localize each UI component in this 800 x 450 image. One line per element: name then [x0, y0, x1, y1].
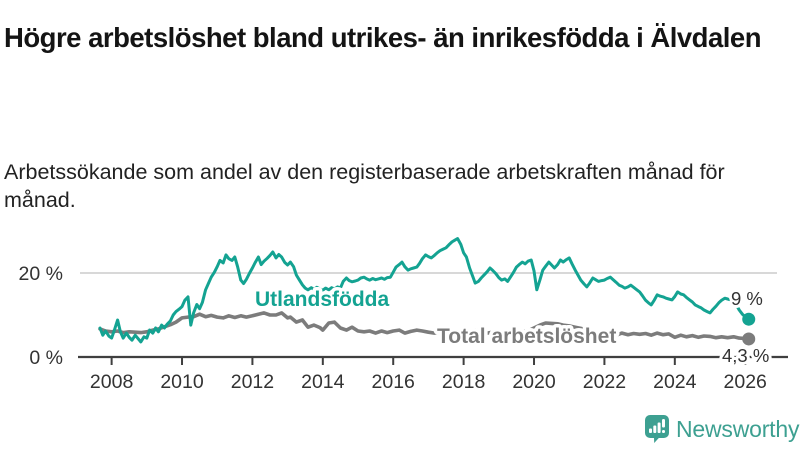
x-axis-tick-label: 2024 [653, 371, 697, 393]
y-axis-label: 0 % [29, 347, 63, 369]
newsworthy-logo-icon [645, 415, 669, 443]
series-end-dot-utlandsfodda [742, 312, 756, 326]
speech-bubble-shape [645, 415, 669, 443]
x-axis-tick-label: 2008 [90, 371, 133, 393]
y-axis-label: 20 % [19, 263, 63, 285]
series-label-total: Total arbetslöshet [437, 325, 616, 348]
x-axis-tick-label: 2016 [372, 371, 415, 393]
x-axis-tick-label: 2020 [512, 371, 556, 393]
x-axis-tick-label: 2022 [583, 371, 626, 393]
x-axis-tick-label: 2018 [442, 371, 485, 393]
series-line-utlandsfodda [98, 237, 751, 344]
unemployment-line-chart: 20 % 0 % 2008 2010 2012 2014 2016 2018 2020 2022 2… [19, 237, 788, 393]
newsworthy-logo: Newsworthy [645, 415, 799, 443]
bar-chart-glyph [649, 422, 661, 433]
x-axis-tick-label: 2014 [301, 371, 345, 393]
series-line-total [98, 311, 751, 341]
series-label-utlandsfodda: Utlandsfödda [255, 288, 389, 311]
x-axis-tick-label: 2012 [231, 371, 274, 393]
chart-subtitle: Arbetssökande som andel av den registerb… [4, 159, 725, 212]
page-title: Högre arbetslöshet bland utrikes- än inr… [4, 22, 762, 54]
exclamation-glyph [662, 419, 665, 433]
x-axis-tick-label: 2026 [724, 371, 767, 393]
series-end-dot-total [742, 332, 756, 346]
x-axis-tick-label: 2010 [160, 371, 204, 393]
newsworthy-wordmark: Newsworthy [676, 415, 800, 442]
series-end-label-total: 4,3 % [722, 345, 769, 366]
series-end-label-utlandsfodda: 9 % [731, 288, 763, 309]
